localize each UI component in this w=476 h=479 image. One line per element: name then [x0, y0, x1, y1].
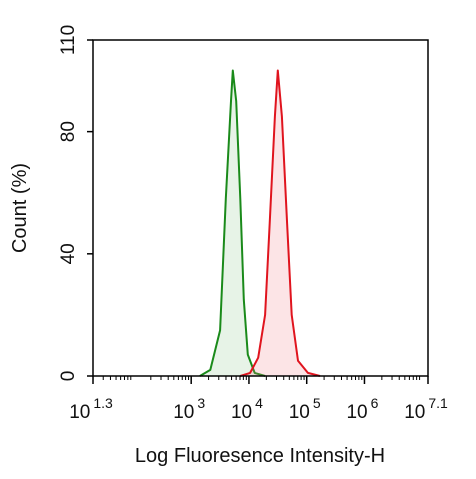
x-tick-label: 10 7.1 [404, 395, 448, 423]
x-tick-exponent: 7.1 [428, 395, 448, 411]
y-tick-label: 110 [58, 25, 79, 55]
y-tick-label: 40 [58, 243, 79, 264]
histogram-line [199, 69, 266, 377]
histogram-line [239, 69, 321, 377]
x-tick-base: 10 [231, 402, 252, 423]
x-tick-base: 10 [404, 402, 425, 423]
plot-frame [92, 39, 429, 377]
x-tick-exponent: 1.3 [93, 395, 113, 411]
y-tick-label: 80 [58, 121, 79, 142]
y-tick-label: 0 [58, 371, 79, 382]
x-tick-base: 10 [69, 402, 90, 423]
x-tick-exponent: 5 [313, 395, 321, 411]
x-tick-label: 10 1.3 [69, 395, 113, 423]
x-tick-exponent: 4 [255, 395, 263, 411]
x-axis-label: Log Fluoresence Intensity-H [135, 445, 385, 467]
x-tick-exponent: 6 [371, 395, 379, 411]
x-tick-exponent: 3 [197, 395, 205, 411]
area [240, 70, 320, 376]
area [199, 70, 266, 376]
x-tick-base: 10 [346, 402, 367, 423]
x-tick-label: 10 5 [289, 395, 321, 423]
x-tick-label: 10 4 [231, 395, 263, 423]
x-tick-label: 10 3 [173, 395, 205, 423]
x-tick-label: 10 6 [346, 395, 378, 423]
x-tick-base: 10 [289, 402, 310, 423]
y-axis-label: Count (%) [9, 163, 31, 253]
x-tick-base: 10 [173, 402, 194, 423]
